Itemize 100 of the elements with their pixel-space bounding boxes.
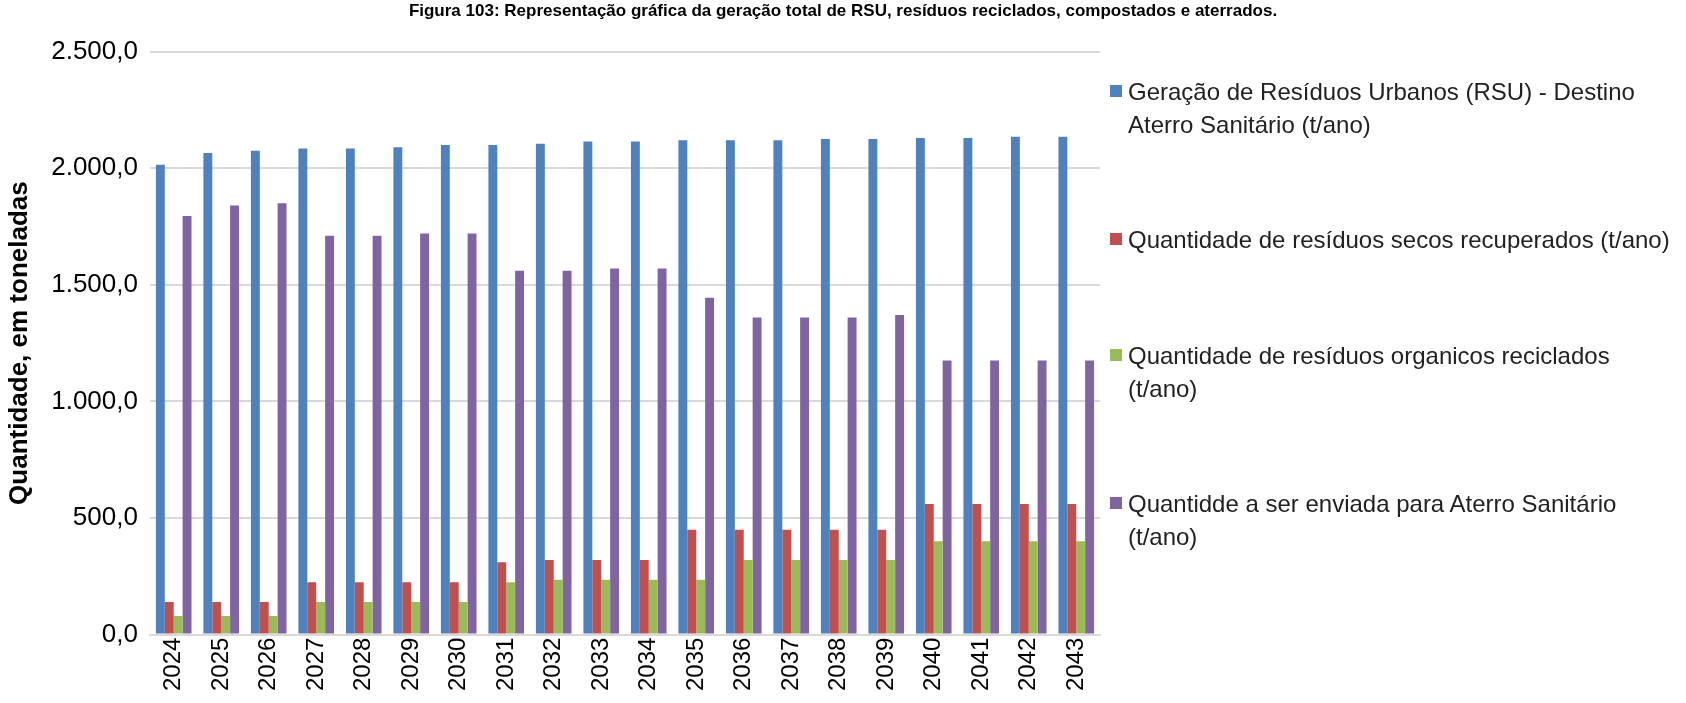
x-tick-label: 2029: [395, 637, 423, 691]
legend-label: Quantidade de resíduos secos recuperados (t/ano): [1128, 225, 1670, 256]
bar: [298, 148, 308, 634]
x-tick-label: 2039: [870, 637, 898, 691]
bar: [981, 541, 991, 634]
bar: [583, 141, 593, 634]
bar: [877, 529, 887, 634]
y-tick-label: 2.000,0: [51, 151, 138, 182]
x-tick-label: 2028: [348, 637, 376, 691]
bar: [354, 582, 364, 634]
bar: [868, 139, 878, 634]
bar: [791, 559, 801, 634]
bar: [544, 559, 554, 634]
bar: [1085, 360, 1095, 634]
x-tick-label: 2035: [680, 637, 708, 691]
bar: [277, 203, 287, 634]
bar: [782, 529, 792, 634]
bar: [639, 559, 649, 634]
bar: [535, 143, 545, 634]
x-tick-label: 2034: [633, 637, 661, 691]
bar: [743, 559, 753, 634]
x-tick-label: 2037: [775, 637, 803, 691]
x-tick-label: 2030: [443, 637, 471, 691]
bar: [1076, 541, 1086, 634]
x-tick-label: 2041: [965, 637, 993, 691]
bar: [895, 315, 905, 634]
bar: [829, 529, 839, 634]
x-tick-label: 2033: [585, 637, 613, 691]
y-tick-label: 2.500,0: [51, 34, 138, 65]
bar: [553, 579, 563, 634]
x-tick-label: 2036: [728, 637, 756, 691]
bar: [924, 504, 934, 634]
x-tick-label: 2027: [300, 637, 328, 691]
bar: [402, 582, 412, 634]
x-tick-label: 2031: [490, 637, 518, 691]
bar: [440, 144, 450, 634]
bar: [203, 153, 213, 634]
legend-label: Quantidade de resíduos organicos reciclados (t/ano): [1128, 340, 1611, 404]
x-tick-label: 2042: [1013, 637, 1041, 691]
bar: [725, 140, 735, 634]
legend-label: Quantidde a ser enviada para Aterro Sanitário (t/ano): [1128, 488, 1618, 552]
bar: [648, 579, 658, 634]
bar: [345, 148, 355, 634]
bar: [325, 235, 335, 634]
bar: [942, 360, 952, 634]
bar: [1067, 504, 1077, 634]
bar: [630, 141, 640, 634]
bar: [657, 268, 667, 634]
bar: [307, 582, 317, 634]
bar: [268, 615, 278, 634]
x-tick-label: 2024: [158, 637, 186, 691]
y-axis-title: Quantidade, em toneladas: [2, 181, 33, 505]
bar: [173, 615, 183, 634]
bar: [182, 216, 192, 634]
bar: [250, 150, 260, 634]
bar: [601, 579, 611, 634]
bar: [1028, 541, 1038, 634]
bar: [259, 601, 269, 634]
bar: [1019, 504, 1029, 634]
bar: [363, 601, 373, 634]
y-tick-label: 1.000,0: [51, 384, 138, 415]
bar: [506, 582, 516, 634]
bar: [990, 360, 1000, 634]
x-tick-label: 2026: [253, 637, 281, 691]
bar: [488, 144, 498, 634]
bar: [847, 317, 857, 634]
bar: [592, 559, 602, 634]
bar: [734, 529, 744, 634]
bar: [393, 147, 403, 634]
legend-label: Geração de Resíduos Urbanos (RSU) - Destino Aterro Sanitário (t/ano): [1128, 77, 1636, 141]
bar: [752, 317, 762, 634]
x-tick-label: 2038: [823, 637, 851, 691]
bar: [915, 137, 925, 634]
chart-title: Figura 103: Representação gráfica da geração total de RSU, resíduos reciclados, compostados e aterrados.: [407, 0, 1279, 22]
bar: [696, 579, 706, 634]
y-tick-label: 1.500,0: [51, 267, 138, 298]
bar: [820, 139, 830, 634]
bar: [678, 140, 688, 634]
bar: [411, 601, 421, 634]
x-tick-label: 2025: [205, 637, 233, 691]
bar: [1010, 136, 1020, 634]
bar: [515, 270, 525, 634]
bar: [800, 317, 810, 634]
bar: [449, 582, 459, 634]
bar: [155, 164, 165, 634]
bar: [705, 297, 715, 634]
y-tick-label: 500,0: [72, 501, 138, 532]
bar: [933, 541, 943, 634]
bar: [221, 615, 231, 634]
x-tick-label: 2032: [538, 637, 566, 691]
bar: [372, 235, 382, 634]
bar: [230, 205, 240, 634]
bar: [972, 504, 982, 634]
bar: [886, 559, 896, 634]
bar: [497, 562, 507, 634]
bar: [963, 137, 973, 634]
x-tick-label: 2040: [918, 637, 946, 691]
bar: [773, 140, 783, 634]
bar: [687, 529, 697, 634]
bar: [1058, 136, 1068, 634]
